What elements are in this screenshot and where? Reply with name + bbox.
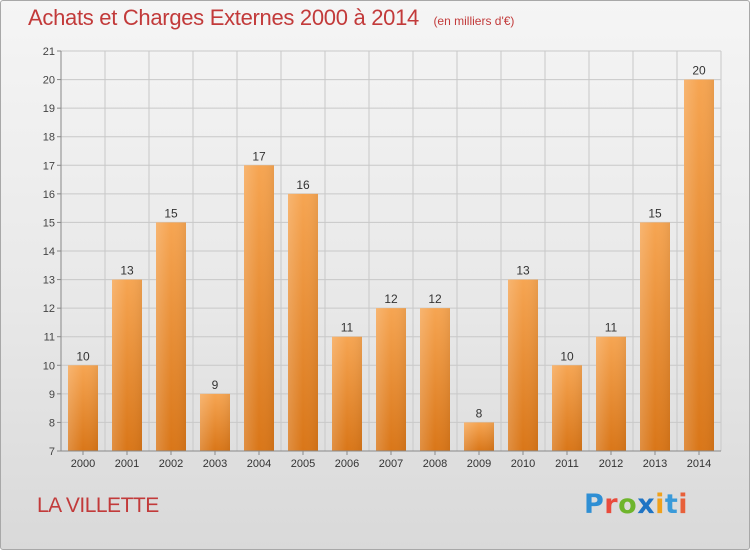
chart-subtitle: (en milliers d'€) xyxy=(433,14,515,28)
y-tick-label: 18 xyxy=(43,132,55,144)
bar-shading xyxy=(552,365,582,451)
data-label: 11 xyxy=(605,321,618,335)
data-label: 13 xyxy=(516,264,530,278)
x-tick-label: 2002 xyxy=(159,458,183,470)
data-label: 9 xyxy=(212,378,219,392)
bar-shading xyxy=(156,222,186,451)
data-label: 17 xyxy=(252,149,266,163)
bar-shading xyxy=(68,365,98,451)
x-tick-label: 2007 xyxy=(379,458,403,470)
y-tick-label: 9 xyxy=(49,389,55,401)
data-label: 8 xyxy=(476,406,483,420)
data-label: 13 xyxy=(120,264,134,278)
x-tick-label: 2012 xyxy=(599,458,623,470)
bar-shading xyxy=(332,336,362,451)
logo-letter: r xyxy=(604,489,619,520)
logo-letter: t xyxy=(664,489,679,520)
logo-letter: i xyxy=(655,489,665,520)
data-label: 12 xyxy=(428,292,442,306)
data-label: 20 xyxy=(692,64,706,78)
bar-shading xyxy=(288,193,318,451)
data-label: 11 xyxy=(341,321,354,335)
y-tick-label: 21 xyxy=(43,46,55,58)
y-tick-label: 10 xyxy=(43,360,55,372)
data-label: 15 xyxy=(648,206,662,220)
x-tick-label: 2014 xyxy=(687,458,711,470)
bar-layer xyxy=(68,79,714,452)
bar-shading xyxy=(508,279,538,451)
y-tick-label: 13 xyxy=(43,275,55,287)
axis-layer: 7 8 9 10 11 12 13 14 15 16 17 18 19 20 21 10 2000 13 2001 1… xyxy=(43,46,721,470)
x-tick-label: 2000 xyxy=(71,458,95,470)
x-tick-label: 2003 xyxy=(203,458,227,470)
x-tick-label: 2010 xyxy=(511,458,535,470)
y-tick-label: 8 xyxy=(49,417,55,429)
bar-shading xyxy=(464,422,494,451)
data-label: 15 xyxy=(164,206,178,220)
x-tick-label: 2004 xyxy=(247,458,271,470)
x-tick-label: 2013 xyxy=(643,458,667,470)
x-tick-label: 2009 xyxy=(467,458,491,470)
y-tick-label: 11 xyxy=(44,332,55,344)
bar-shading xyxy=(420,308,450,451)
y-tick-label: 14 xyxy=(43,246,55,258)
y-tick-label: 17 xyxy=(43,160,55,172)
chart-title: Achats et Charges Externes 2000 à 2014 xyxy=(28,5,419,30)
data-label: 10 xyxy=(560,349,574,363)
x-tick-label: 2011 xyxy=(555,458,579,470)
y-tick-label: 7 xyxy=(49,446,55,458)
bar-shading xyxy=(112,279,142,451)
logo-letter: o xyxy=(618,489,638,520)
bar-shading xyxy=(244,165,274,452)
town-name: LA VILLETTE xyxy=(37,494,159,517)
x-tick-label: 2006 xyxy=(335,458,359,470)
logo-letter: P xyxy=(584,489,605,520)
bar-shading xyxy=(684,79,714,452)
x-tick-label: 2001 xyxy=(115,458,139,470)
y-tick-label: 19 xyxy=(43,103,55,115)
data-label: 16 xyxy=(296,178,310,192)
bar-shading xyxy=(640,222,670,451)
y-tick-label: 15 xyxy=(43,217,55,229)
y-tick-label: 16 xyxy=(43,189,55,201)
x-tick-label: 2005 xyxy=(291,458,315,470)
title-row: Achats et Charges Externes 2000 à 2014 (… xyxy=(28,5,514,31)
bar-shading xyxy=(376,308,406,451)
y-tick-label: 20 xyxy=(43,75,55,87)
logo-letter: x xyxy=(637,489,656,520)
bar-shading xyxy=(596,336,626,451)
y-tick-label: 12 xyxy=(43,303,55,315)
proxiti-logo: Proxiti xyxy=(584,489,688,520)
data-label: 12 xyxy=(384,292,398,306)
bar-shading xyxy=(200,393,230,451)
data-label: 10 xyxy=(76,349,90,363)
x-tick-label: 2008 xyxy=(423,458,447,470)
logo-letter: i xyxy=(678,489,689,520)
